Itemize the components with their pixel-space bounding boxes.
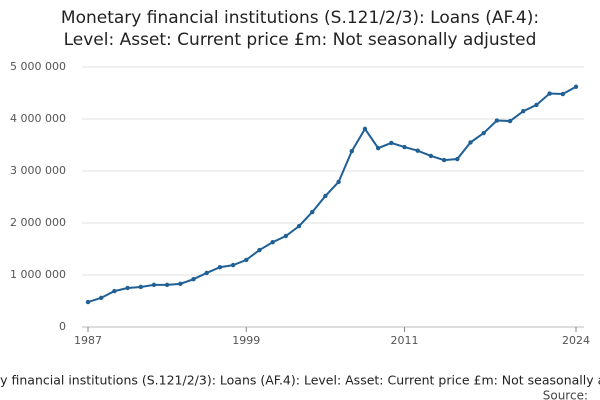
data-point: [323, 193, 328, 199]
y-tick-label: 4 000 000: [10, 112, 66, 125]
chart-title: Monetary financial institutions (S.121/2…: [61, 8, 539, 28]
data-point: [560, 91, 566, 97]
data-point: [468, 140, 473, 145]
x-tick-label: 1987: [74, 334, 102, 347]
data-point: [428, 153, 434, 159]
chart-title: Level: Asset: Current price £m: Not seas…: [64, 30, 537, 50]
data-point: [310, 209, 315, 215]
data-point: [296, 223, 302, 229]
data-point: [481, 130, 486, 136]
data-point: [389, 140, 394, 146]
data-point: [362, 126, 368, 132]
data-point: [270, 240, 275, 245]
data-point: [164, 282, 170, 288]
y-tick-label: 1 000 000: [10, 268, 66, 281]
x-tick-label: 2024: [562, 334, 590, 347]
data-line: [87, 85, 577, 303]
data-point: [138, 284, 143, 290]
data-point: [85, 299, 91, 305]
data-point: [125, 285, 130, 291]
data-point: [244, 257, 249, 263]
data-point: [191, 276, 196, 282]
data-point: [547, 91, 552, 96]
x-tick-label: 1999: [232, 334, 260, 347]
y-tick-label: 0: [59, 320, 66, 333]
data-point: [178, 281, 183, 287]
data-point: [217, 265, 223, 270]
source: Source:: [543, 389, 588, 400]
y-tick-label: 2 000 000: [10, 216, 66, 229]
data-point: [230, 262, 236, 268]
legend-label: Monetary financial institutions (S.121/2…: [0, 373, 600, 388]
data-point: [151, 282, 157, 288]
data-point: [336, 179, 341, 185]
data-point: [349, 149, 354, 154]
y-tick-label: 5 000 000: [10, 60, 66, 73]
data-point: [534, 102, 539, 108]
data-point: [494, 118, 500, 123]
data-point: [112, 288, 117, 294]
data-point: [283, 233, 289, 239]
data-point: [204, 270, 209, 276]
y-tick-label: 3 000 000: [10, 164, 66, 177]
data-point: [455, 156, 460, 162]
data-point: [375, 145, 381, 151]
x-tick-label: 2011: [391, 334, 419, 347]
data-point: [441, 157, 447, 163]
data-point: [402, 144, 407, 150]
data-point: [415, 148, 420, 153]
data-point: [257, 247, 262, 253]
data-point: [507, 118, 513, 124]
data-point: [98, 295, 104, 301]
data-point: [521, 109, 526, 114]
data-point: [573, 84, 579, 89]
